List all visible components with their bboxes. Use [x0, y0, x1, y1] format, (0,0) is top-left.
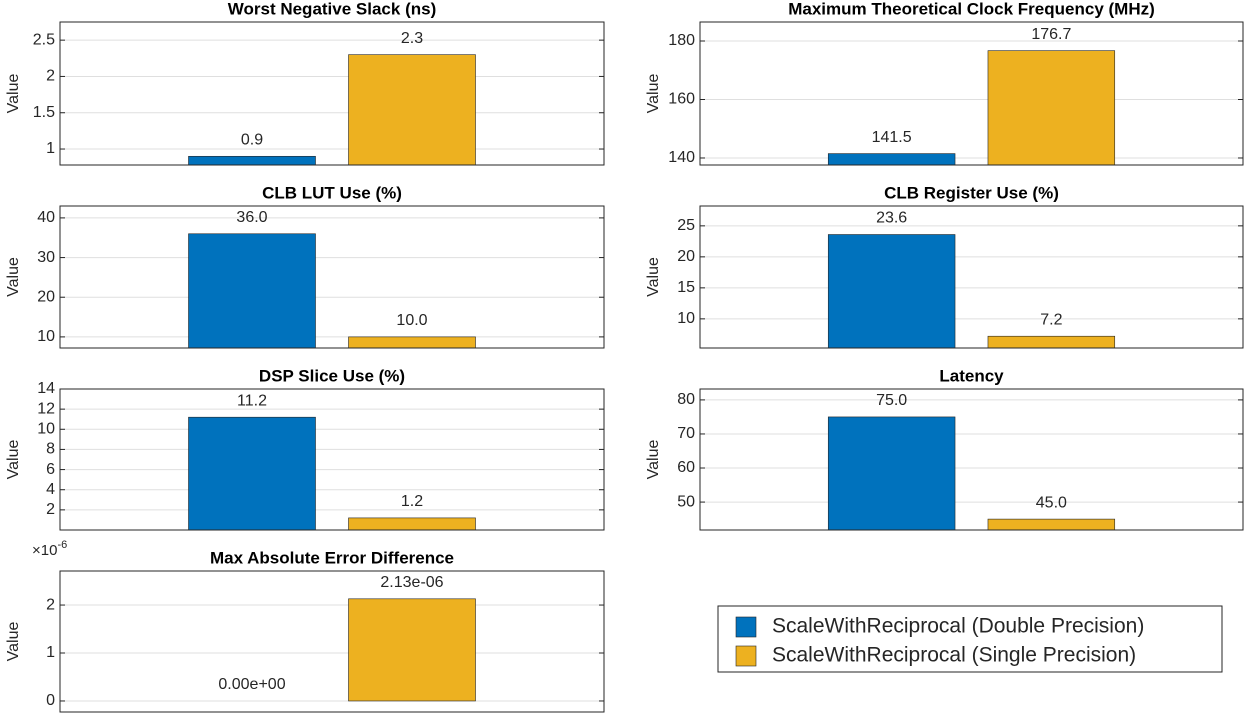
legend-box: [717, 605, 1223, 673]
value-label: 1.2: [401, 493, 423, 510]
chart-title: CLB Register Use (%): [884, 183, 1059, 202]
legend-label: ScaleWithReciprocal (Single Precision): [772, 644, 1136, 667]
y-axis-label: Value: [5, 257, 22, 297]
value-label: 23.6: [876, 210, 907, 227]
bar: [348, 598, 476, 702]
axes: 140 160 180 141.5 176.7 Maximum Theoretical C…: [645, 0, 1244, 166]
y-tick-label: 70: [677, 425, 695, 442]
bar: [348, 517, 476, 531]
y-tick-label: 0: [46, 692, 55, 709]
y-tick-label: 30: [37, 249, 55, 266]
y-tick-label: 2: [46, 596, 55, 613]
y-tick-label: 1.5: [33, 104, 55, 121]
y-tick-label: 4: [46, 481, 55, 498]
y-axis-label: Value: [645, 257, 662, 297]
bar: [188, 155, 316, 166]
value-label: 11.2: [237, 392, 267, 409]
y-axis-label: Value: [645, 74, 662, 114]
value-label: 2.3: [401, 30, 423, 47]
bar: [827, 416, 956, 531]
axes: 10 20 30 40 36.0 10.0 CLB LUT Use (%) Value: [5, 183, 605, 349]
y-tick-label: 1: [46, 140, 55, 157]
axes-box: [59, 205, 605, 349]
y-tick-label: 140: [668, 149, 695, 166]
y-axis-label: Value: [5, 622, 22, 662]
bar: [987, 335, 1116, 349]
exponent-base: ×10: [32, 542, 57, 559]
y-tick-label: 2.5: [33, 31, 55, 48]
axes-box: [59, 570, 605, 713]
bar: [827, 234, 956, 349]
y-axis-label: Value: [5, 440, 22, 480]
y-tick-label: 10: [677, 310, 695, 327]
legend-swatch: [735, 645, 757, 667]
bar: [348, 336, 476, 349]
axes-box: [699, 205, 1244, 349]
chart-title: Max Absolute Error Difference: [210, 548, 454, 567]
value-label: 10.0: [396, 312, 427, 329]
value-label: 7.2: [1040, 311, 1062, 328]
value-label: 0.9: [241, 132, 263, 149]
y-tick-label: 6: [46, 461, 55, 478]
bar: [827, 153, 956, 166]
y-tick-label: 10: [37, 421, 55, 438]
y-tick-label: 15: [677, 279, 695, 296]
y-tick-label: 20: [677, 248, 695, 265]
chart-title: DSP Slice Use (%): [259, 366, 405, 385]
chart-title: Worst Negative Slack (ns): [228, 0, 436, 18]
y-tick-label: 60: [677, 459, 695, 476]
value-label: 176.7: [1031, 26, 1071, 43]
value-label: 45.0: [1036, 494, 1067, 511]
y-tick-label: 20: [37, 288, 55, 305]
value-label: 141.5: [872, 129, 912, 146]
bar: [188, 416, 316, 531]
bar: [188, 233, 316, 349]
y-tick-label: 2: [46, 501, 55, 518]
exponent-power: -6: [57, 539, 67, 551]
value-label: 36.0: [236, 209, 267, 226]
value-label: 2.13e-06: [380, 574, 443, 591]
axes: 10 15 20 25 23.6 7.2 CLB Register Use (%) Value: [645, 183, 1244, 349]
y-tick-label: 12: [37, 400, 55, 417]
legend-label: ScaleWithReciprocal (Double Precision): [772, 615, 1144, 638]
axes: 2 4 6 8 10 12 14 11.2 1.2 DSP Slice Use (%) Value: [5, 366, 605, 531]
legend: ScaleWithReciprocal (Double Precision) Sc…: [717, 605, 1223, 673]
bar: [987, 518, 1116, 531]
chart-title: CLB LUT Use (%): [262, 183, 402, 202]
y-axis-label: Value: [645, 440, 662, 480]
y-tick-label: 14: [37, 380, 55, 397]
bar: [987, 50, 1116, 166]
axes-box: [59, 21, 605, 166]
y-tick-label: 40: [37, 209, 55, 226]
legend-swatch: [735, 616, 757, 638]
y-tick-label: 10: [37, 328, 55, 345]
axes-box: [699, 21, 1244, 166]
axes: 0 1 2 0.00e+00 2.13e-06 Max Absolute Error Di…: [5, 539, 605, 713]
axes-box: [59, 388, 605, 531]
chart-title: Maximum Theoretical Clock Frequency (MHz…: [788, 0, 1155, 18]
y-tick-label: 25: [677, 217, 695, 234]
y-axis-label: Value: [5, 74, 22, 114]
y-tick-label: 2: [46, 68, 55, 85]
y-tick-label: 80: [677, 391, 695, 408]
y-tick-label: 1: [46, 644, 55, 661]
axes: 50 60 70 80 75.0 45.0 Latency Value: [645, 366, 1244, 531]
y-tick-label: 50: [677, 493, 695, 510]
y-tick-label: 180: [668, 32, 695, 49]
y-tick-label: 160: [668, 91, 695, 108]
axes: 1 1.5 2 2.5 0.9 2.3 Worst Negative Slack (ns) V…: [5, 0, 605, 166]
exponent-label: ×10-6: [32, 539, 67, 559]
value-label: 75.0: [876, 392, 907, 409]
chart-title: Latency: [939, 366, 1004, 385]
bar: [348, 54, 476, 166]
axes-box: [699, 388, 1244, 531]
y-tick-label: 8: [46, 441, 55, 458]
value-label: 0.00e+00: [218, 676, 285, 693]
